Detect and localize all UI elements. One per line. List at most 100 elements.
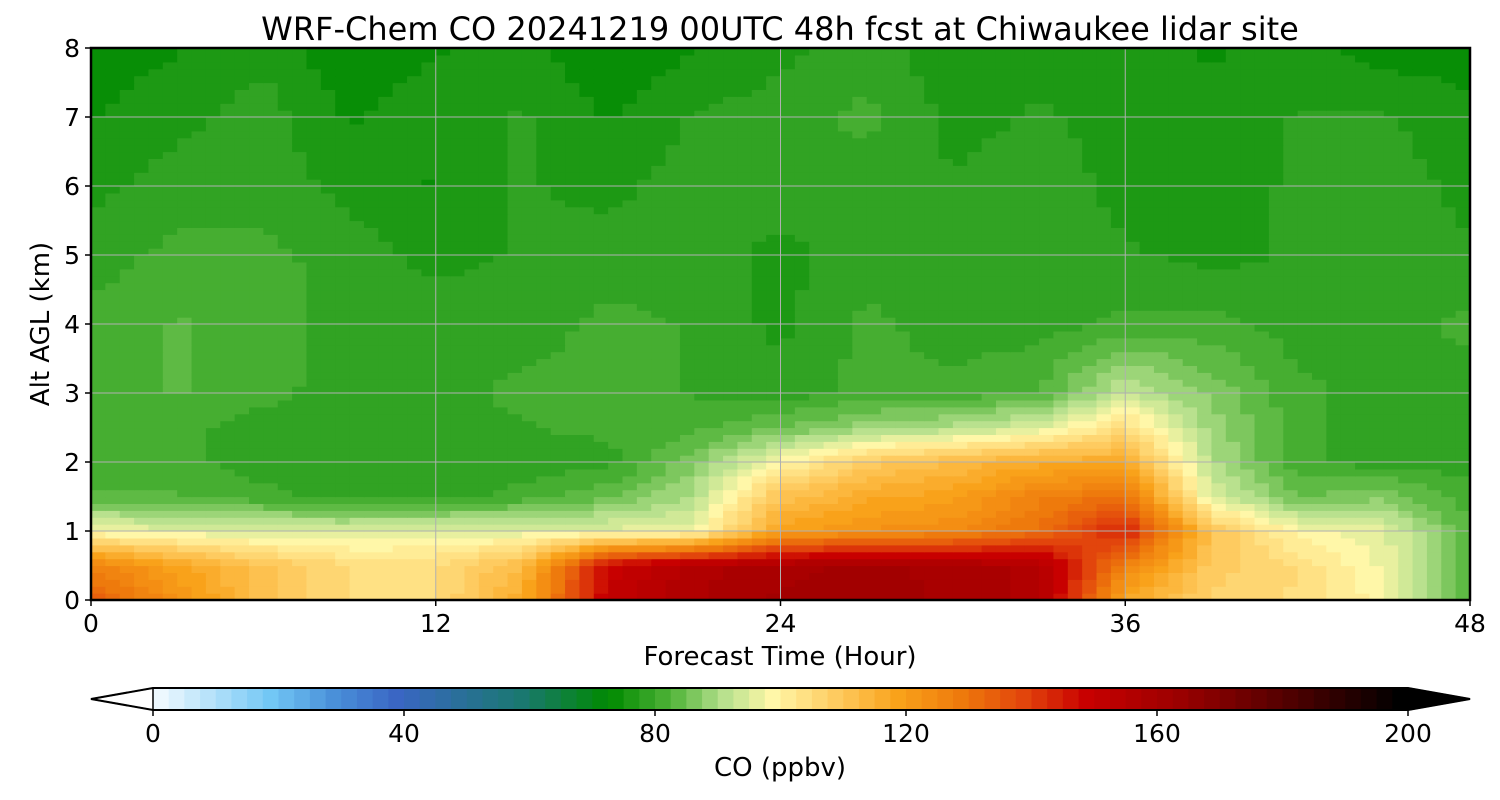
field-cell bbox=[837, 586, 853, 594]
field-cell bbox=[565, 579, 580, 587]
field-cell bbox=[1441, 544, 1457, 553]
field-cell bbox=[162, 330, 178, 339]
field-cell bbox=[1412, 337, 1428, 346]
field-cell bbox=[636, 372, 652, 380]
field-cell bbox=[1182, 489, 1198, 498]
field-cell bbox=[622, 399, 638, 408]
field-cell bbox=[723, 393, 738, 401]
field-cell bbox=[593, 434, 609, 442]
field-cell bbox=[751, 289, 767, 297]
field-cell bbox=[521, 531, 537, 539]
field-cell bbox=[622, 248, 638, 256]
field-cell bbox=[507, 324, 523, 332]
field-cell bbox=[1297, 420, 1313, 429]
field-cell bbox=[1182, 510, 1198, 518]
field-cell bbox=[1268, 255, 1284, 263]
field-cell bbox=[1168, 531, 1184, 539]
field-cell bbox=[407, 268, 422, 277]
field-cell bbox=[1369, 317, 1385, 325]
field-cell bbox=[579, 241, 595, 249]
field-cell bbox=[378, 358, 394, 366]
field-cell bbox=[1426, 413, 1442, 422]
field-cell bbox=[694, 586, 710, 594]
field-cell bbox=[823, 379, 839, 387]
field-cell bbox=[938, 372, 954, 380]
field-cell bbox=[234, 413, 250, 422]
field-cell bbox=[852, 420, 868, 429]
field-cell bbox=[1082, 468, 1098, 477]
field-cell bbox=[320, 558, 336, 567]
field-cell bbox=[1398, 551, 1414, 560]
field-cell bbox=[1326, 586, 1342, 594]
field-cell bbox=[1355, 303, 1371, 311]
field-cell bbox=[1110, 275, 1126, 284]
field-cell bbox=[794, 427, 810, 435]
field-cell bbox=[177, 448, 193, 456]
field-cell bbox=[1153, 586, 1169, 594]
field-cell bbox=[737, 558, 753, 567]
field-cell bbox=[708, 468, 724, 477]
field-cell bbox=[1024, 482, 1040, 491]
field-cell bbox=[105, 248, 121, 256]
field-cell bbox=[924, 448, 940, 456]
field-cell bbox=[349, 496, 365, 504]
field-cell bbox=[708, 475, 724, 484]
field-cell bbox=[1039, 558, 1055, 567]
field-cell bbox=[91, 572, 106, 580]
field-cell bbox=[952, 551, 968, 560]
field-cell bbox=[234, 551, 250, 560]
field-cell bbox=[478, 310, 494, 318]
field-cell bbox=[421, 503, 437, 511]
field-cell bbox=[1283, 551, 1299, 560]
field-cell bbox=[1211, 586, 1227, 594]
field-cell bbox=[881, 393, 897, 401]
field-cell bbox=[636, 510, 652, 518]
field-cell bbox=[866, 544, 882, 553]
field-cell bbox=[981, 296, 997, 304]
field-cell bbox=[263, 524, 279, 532]
field-cell bbox=[1369, 517, 1385, 525]
field-cell bbox=[1139, 434, 1155, 442]
field-cell bbox=[550, 303, 566, 311]
field-cell bbox=[407, 468, 422, 477]
field-cell bbox=[766, 241, 782, 249]
field-cell bbox=[1240, 572, 1256, 580]
field-cell bbox=[665, 455, 681, 463]
field-cell bbox=[335, 434, 351, 442]
field-cell bbox=[392, 310, 408, 318]
field-cell bbox=[292, 593, 308, 601]
field-cell bbox=[421, 393, 437, 401]
field-cell bbox=[1053, 462, 1069, 470]
field-cell bbox=[1283, 393, 1299, 401]
field-cell bbox=[809, 441, 825, 449]
field-cell bbox=[234, 248, 250, 256]
field-cell bbox=[1340, 503, 1356, 511]
field-cell bbox=[1340, 475, 1356, 484]
field-cell bbox=[1412, 310, 1428, 318]
field-cell bbox=[794, 241, 810, 249]
field-cell bbox=[1383, 448, 1399, 456]
field-cell bbox=[708, 434, 724, 442]
field-cell bbox=[119, 255, 135, 263]
field-cell bbox=[751, 572, 767, 580]
field-cell bbox=[823, 427, 839, 435]
field-cell bbox=[1168, 406, 1184, 415]
field-cell bbox=[1024, 406, 1040, 415]
field-cell bbox=[579, 393, 595, 401]
field-cell bbox=[1067, 399, 1083, 408]
field-cell bbox=[1110, 482, 1126, 491]
field-cell bbox=[924, 441, 940, 449]
field-cell bbox=[550, 441, 566, 449]
field-cell bbox=[521, 434, 537, 442]
field-cell bbox=[435, 310, 451, 318]
field-cell bbox=[1297, 586, 1313, 594]
field-cell bbox=[493, 448, 509, 456]
field-cell bbox=[852, 337, 868, 346]
field-cell bbox=[924, 310, 940, 318]
field-cell bbox=[622, 496, 638, 504]
field-cell bbox=[679, 586, 695, 594]
field-cell bbox=[837, 482, 853, 491]
field-cell bbox=[536, 482, 552, 491]
field-cell bbox=[593, 489, 609, 498]
field-cell bbox=[809, 330, 825, 339]
